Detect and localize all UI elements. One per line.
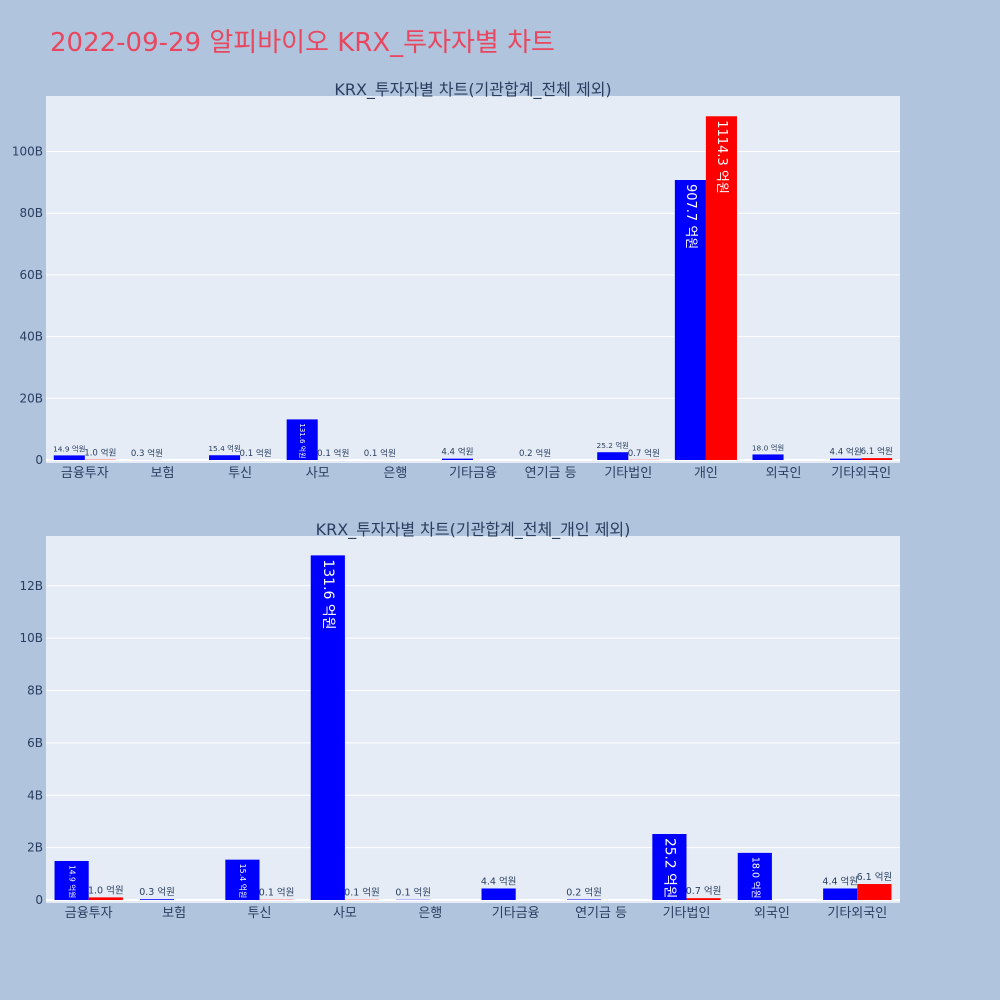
x-tick-label: 기타외국인 — [827, 906, 887, 921]
y-tick-label: 10B — [19, 631, 43, 645]
y-tick-label: 12B — [19, 579, 43, 593]
data-label: 15.4 억원 — [208, 444, 240, 453]
data-label: 1.0 억원 — [84, 447, 116, 459]
plot-area — [46, 536, 900, 903]
x-tick-label: 기타법인 — [663, 906, 711, 921]
x-tick-label: 투신 — [248, 906, 272, 921]
bar-buy-8 — [674, 179, 706, 460]
bar-sell-7 — [686, 898, 721, 900]
data-label: 0.1 억원 — [395, 887, 431, 899]
data-label: 4.4 억원 — [830, 446, 862, 458]
data-label: 4.4 억원 — [481, 875, 517, 887]
chart-title: KRX_투자자별 차트(기관합계_전체_개인 제외) — [316, 520, 631, 540]
y-tick-label: 100B — [12, 145, 43, 159]
y-tick-label: 40B — [19, 330, 43, 344]
x-tick-label: 기타법인 — [604, 466, 652, 481]
bar-buy-5 — [481, 888, 516, 900]
y-tick-label: 0 — [35, 893, 43, 907]
bar-buy-10 — [830, 458, 862, 460]
data-label: 0.2 억원 — [566, 886, 602, 898]
bar-sell-8 — [705, 116, 737, 460]
bar-buy-9 — [823, 888, 858, 900]
data-label: 14.9 억원 — [53, 444, 85, 453]
x-tick-label: 개인 — [694, 466, 718, 481]
y-tick-label: 60B — [19, 268, 43, 282]
data-label: 6.1 억원 — [857, 871, 893, 883]
bar-sell-10 — [861, 458, 893, 460]
x-tick-label: 은행 — [418, 905, 442, 921]
data-label: 131.6 억원 — [320, 559, 336, 629]
data-label: 0.1 억원 — [364, 447, 396, 459]
x-tick-label: 보험 — [162, 906, 186, 921]
bar-sell-0 — [88, 897, 123, 900]
bar-buy-8 — [737, 852, 772, 900]
x-tick-label: 사모 — [306, 466, 330, 481]
x-tick-label: 보험 — [150, 466, 174, 481]
y-tick-label: 8B — [27, 684, 43, 698]
x-tick-label: 기타금융 — [492, 906, 540, 921]
x-tick-label: 기타외국인 — [831, 466, 891, 481]
y-tick-label: 6B — [27, 736, 43, 750]
y-tick-label: 2B — [27, 841, 43, 855]
data-label: 25.2 억원 — [661, 838, 677, 899]
bar-sell-9 — [857, 884, 892, 900]
data-label: 18.0 억원 — [749, 857, 761, 899]
data-label: 907.7 억원 — [683, 184, 698, 249]
data-label: 0.3 억원 — [131, 447, 163, 459]
data-label: 0.1 억원 — [259, 887, 295, 899]
chart-bottom: KRX_투자자별 차트(기관합계_전체_개인 제외) 0 2B 4B 6B 8B 10B 1… — [19, 520, 900, 921]
data-label: 1.0 억원 — [88, 884, 124, 896]
y-tick-label: 4B — [27, 788, 43, 802]
bar-buy-2 — [209, 455, 241, 460]
data-label: 0.3 억원 — [139, 886, 175, 898]
y-tick-label: 0 — [35, 453, 43, 467]
bar-buy-3 — [310, 555, 345, 900]
bar-buy-7 — [652, 834, 687, 900]
bar-buy-5 — [441, 458, 473, 460]
bar-buy-6 — [566, 899, 602, 900]
bar-buy-9 — [752, 454, 784, 460]
data-label: 131.6 억원 — [298, 423, 307, 458]
chart-top: KRX_투자자별 차트(기관합계_전체 제외) 0 20B 40B 60B 80B 100… — [12, 80, 900, 481]
data-label: 0.2 억원 — [519, 447, 551, 459]
bar-buy-3 — [286, 419, 318, 460]
x-tick-label: 투신 — [228, 466, 252, 481]
bar-buy-0 — [54, 860, 89, 900]
data-label: 25.2 억원 — [597, 441, 629, 450]
x-tick-label: 외국인 — [766, 466, 802, 481]
x-tick-label: 연기금 등 — [525, 466, 577, 481]
x-tick-label: 사모 — [333, 906, 357, 921]
data-label: 0.1 억원 — [344, 887, 380, 899]
data-label: 14.9 억원 — [68, 865, 77, 898]
y-tick-label: 20B — [19, 391, 43, 405]
bar-buy-7 — [597, 452, 629, 460]
data-label: 18.0 억원 — [752, 443, 784, 452]
data-label: 4.4 억원 — [822, 875, 858, 887]
x-tick-label: 금융투자 — [65, 906, 113, 921]
data-label: 6.1 억원 — [861, 445, 893, 457]
data-label: 15.4 억원 — [238, 864, 248, 899]
data-label: 0.7 억원 — [686, 885, 722, 897]
bar-buy-0 — [53, 455, 85, 460]
x-tick-label: 기타금융 — [449, 466, 497, 481]
data-label: 0.7 억원 — [628, 447, 660, 459]
plot-area — [46, 96, 900, 463]
chart-title: KRX_투자자별 차트(기관합계_전체 제외) — [334, 80, 611, 100]
data-label: 0.1 억원 — [240, 447, 272, 459]
x-tick-label: 은행 — [383, 465, 407, 481]
y-tick-label: 80B — [19, 206, 43, 220]
x-tick-label: 금융투자 — [61, 466, 109, 481]
bar-buy-2 — [225, 859, 260, 900]
bar-buy-1 — [139, 899, 175, 900]
data-label: 4.4 억원 — [441, 446, 473, 458]
x-tick-label: 외국인 — [754, 906, 790, 921]
data-label: 0.1 억원 — [317, 447, 349, 459]
data-label: 1114.3 억원 — [714, 120, 729, 194]
page-title: 2022-09-29 알피바이오 KRX_투자자별 차트 — [50, 28, 555, 58]
x-tick-label: 연기금 등 — [575, 906, 627, 921]
